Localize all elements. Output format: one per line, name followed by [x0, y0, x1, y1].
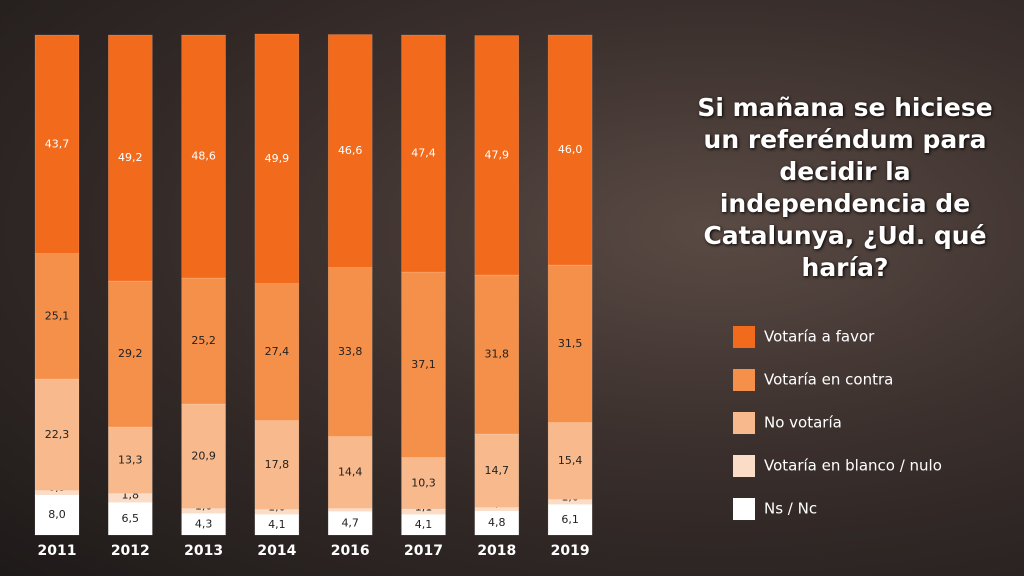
value-label: 31,5 [558, 337, 583, 350]
legend-swatch [733, 412, 755, 434]
value-label: 37,1 [411, 358, 436, 371]
bar-segment [254, 283, 300, 421]
value-label: 14,4 [338, 466, 363, 479]
bar-segment [108, 280, 153, 428]
value-label: 4,7 [341, 516, 359, 529]
bar-segment [34, 34, 80, 254]
value-label: 6,1 [561, 513, 579, 526]
bar-segment [327, 436, 373, 509]
value-label: 10,3 [411, 476, 436, 489]
value-label: 47,4 [411, 147, 436, 160]
value-label: 49,9 [265, 152, 290, 165]
value-label: 48,6 [191, 150, 216, 163]
value-label: 8,0 [48, 508, 66, 521]
bar-segment [547, 504, 593, 536]
value-label: 25,1 [45, 309, 70, 322]
bar-segment [327, 34, 373, 268]
bar-segment [547, 422, 593, 500]
legend-label: Votaría en contra [764, 371, 893, 389]
legend-swatch [733, 498, 755, 520]
value-label: 6,5 [122, 512, 140, 525]
legend-swatch [733, 455, 755, 477]
value-label: 15,4 [558, 454, 583, 467]
value-label: 27,4 [265, 345, 290, 358]
bar-segment [181, 403, 226, 509]
x-tick-label: 2016 [331, 543, 370, 559]
bar-segment [401, 34, 446, 273]
value-label: 4,1 [415, 518, 433, 531]
value-label: 25,2 [191, 334, 216, 347]
value-label: 20,9 [191, 449, 216, 462]
x-tick-label: 2018 [477, 543, 516, 559]
legend-label: Votaría a favor [764, 328, 875, 346]
value-label: 4,3 [195, 517, 213, 530]
value-label: 43,7 [45, 137, 70, 150]
legend-label: No votaría [764, 414, 842, 432]
value-label: 4,8 [488, 516, 506, 529]
x-tick-label: 2011 [38, 543, 77, 559]
bar-segment [401, 271, 446, 458]
bar-segment [254, 420, 300, 510]
bar-segment [254, 33, 300, 284]
value-label: 46,0 [558, 143, 583, 156]
bar-segment [474, 433, 520, 508]
x-tick-label: 2012 [111, 543, 150, 559]
value-label: 14,7 [485, 464, 510, 477]
value-label: 49,2 [118, 151, 143, 164]
legend-label: Ns / Nc [764, 500, 817, 518]
bar-segment [547, 264, 593, 423]
x-tick-label: 2014 [257, 543, 296, 559]
value-label: 31,8 [485, 348, 510, 361]
value-label: 33,8 [338, 345, 363, 358]
x-tick-label: 2013 [184, 543, 223, 559]
value-label: 17,8 [265, 458, 290, 471]
value-label: 4,1 [268, 518, 286, 531]
bar-segment [34, 253, 80, 380]
value-label: 46,6 [338, 144, 363, 157]
value-label: 29,2 [118, 347, 143, 360]
value-label: 22,3 [45, 428, 70, 441]
bar-segment [474, 35, 520, 276]
value-label: 47,9 [485, 148, 510, 161]
legend-swatch [733, 326, 755, 348]
legend-swatch [733, 369, 755, 391]
legend-label: Votaría en blanco / nulo [764, 457, 942, 475]
bar-segment [34, 378, 80, 491]
value-label: 13,3 [118, 453, 143, 466]
bar-segment [34, 494, 80, 536]
bar-segment [474, 274, 520, 435]
bar-segment [181, 34, 226, 279]
bar-segment [108, 34, 153, 282]
x-tick-label: 2019 [551, 543, 590, 559]
x-tick-label: 2017 [404, 543, 443, 559]
bar-segment [108, 426, 153, 494]
chart-title: Si mañana se hiciese un referéndum para … [697, 93, 993, 282]
bar-segment [547, 34, 593, 266]
bar-segment [327, 267, 373, 437]
bar-segment [181, 277, 226, 405]
